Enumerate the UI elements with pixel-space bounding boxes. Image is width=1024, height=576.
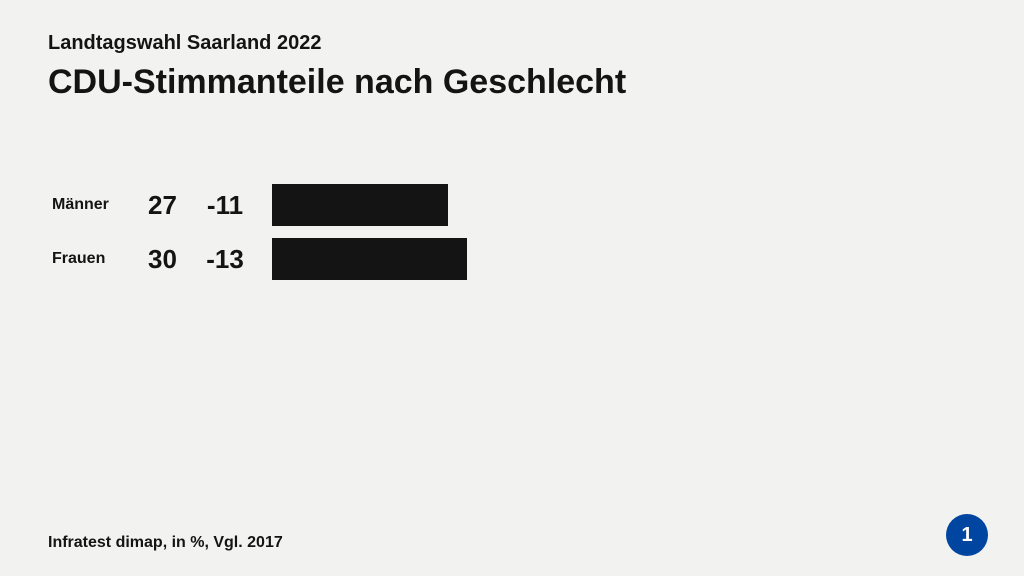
bar (272, 238, 467, 280)
diff-label: -11 (190, 190, 260, 221)
bar (272, 184, 448, 226)
chart-container: Landtagswahl Saarland 2022 CDU-Stimmante… (0, 0, 1024, 576)
chart-row: Frauen 30 -13 (48, 236, 976, 282)
broadcaster-logo-icon: 1 (946, 514, 988, 556)
logo-text: 1 (961, 524, 972, 547)
value-label: 30 (135, 244, 190, 275)
chart-title: CDU-Stimmanteile nach Geschlecht (48, 63, 976, 102)
bar-wrapper (260, 238, 976, 280)
category-label: Frauen (48, 250, 135, 268)
chart-area: Männer 27 -11 Frauen 30 -13 (48, 182, 976, 282)
bar-wrapper (260, 184, 976, 226)
diff-label: -13 (190, 244, 260, 275)
chart-footer: Infratest dimap, in %, Vgl. 2017 (48, 534, 283, 552)
chart-subtitle: Landtagswahl Saarland 2022 (48, 32, 976, 55)
category-label: Männer (48, 196, 135, 214)
value-label: 27 (135, 190, 190, 221)
chart-row: Männer 27 -11 (48, 182, 976, 228)
